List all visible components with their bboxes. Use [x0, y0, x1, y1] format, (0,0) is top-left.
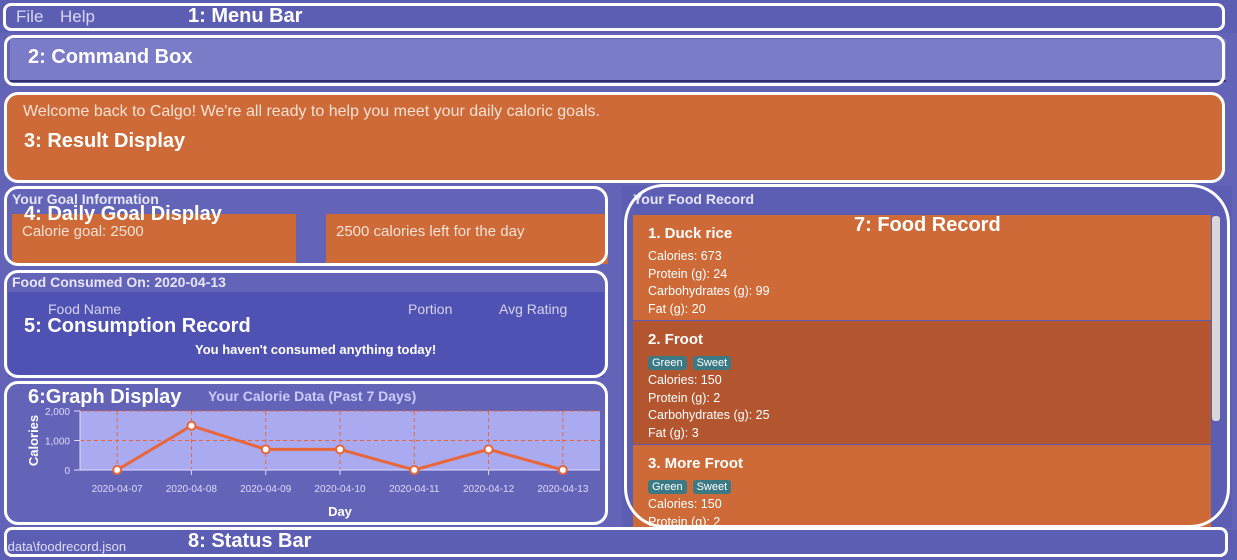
x-tick-label: 2020-04-11 — [389, 484, 440, 495]
annotation-outline-result-display — [4, 92, 1225, 183]
data-point — [409, 465, 420, 475]
data-point — [260, 444, 271, 455]
result-display — [4, 93, 1225, 181]
menu-help[interactable]: Help — [60, 7, 95, 26]
column-avg-rating: Avg Rating — [499, 301, 568, 317]
food-fat: Fat (g): 3 — [648, 425, 699, 440]
x-tick-label: 2020-04-08 — [166, 484, 218, 495]
food-card[interactable]: 1. Duck rice Calories: 673 Protein (g): … — [633, 215, 1211, 320]
menu-file[interactable]: File — [16, 7, 44, 26]
food-calories: Calories: 673 — [648, 249, 722, 263]
calorie-goal-text: Calorie goal: 2500 — [22, 223, 144, 240]
y-tick-label: 1,000 — [45, 437, 70, 448]
column-portion: Portion — [408, 301, 453, 317]
food-calories: Calories: 150 — [648, 373, 722, 387]
food-carbohydrates: Carbohydrates (g): 25 — [648, 408, 770, 422]
graph-title: Your Calorie Data (Past 7 Days) — [208, 388, 417, 404]
annotation-outline-status-bar — [4, 527, 1228, 557]
annotation-outline-food-record — [624, 184, 1230, 528]
food-carbohydrates: Carbohydrates (g): 99 — [648, 284, 770, 298]
y-tick-label: 2,000 — [45, 407, 70, 418]
food-calories: Calories: 150 — [648, 497, 722, 511]
x-tick-label: 2020-04-07 — [92, 484, 144, 495]
food-name: 3. More Froot — [648, 455, 744, 472]
x-tick-label: 2020-04-09 — [240, 484, 292, 495]
annotation-outline-consumption-record — [4, 270, 608, 378]
data-point — [557, 465, 568, 475]
goal-section-title: Your Goal Information — [12, 191, 159, 207]
annotation-label-graph-display: 6:Graph Display — [28, 386, 182, 408]
data-point — [112, 465, 123, 475]
food-tag: Sweet — [692, 480, 732, 494]
annotation-outline-graph-display — [4, 381, 608, 525]
status-file-path: \data\foodrecord.json — [4, 539, 127, 554]
data-point — [483, 444, 494, 455]
annotation-label-status-bar: 8: Status Bar — [188, 530, 312, 552]
consumption-panel — [8, 292, 604, 377]
result-text: Welcome back to Calgo! We're all ready t… — [23, 103, 600, 120]
food-name: 2. Froot — [648, 331, 703, 348]
annotation-outline-menu-bar — [3, 3, 1225, 31]
food-protein: Protein (g): 2 — [648, 514, 721, 528]
column-food-name: Food Name — [48, 301, 122, 317]
command-input[interactable] — [10, 39, 1226, 82]
food-tag: Sweet — [692, 356, 732, 370]
annotation-outline-command-box — [4, 35, 1225, 86]
calories-left-box: 2500 calories left for the day — [326, 214, 608, 264]
food-card[interactable]: 2. Froot Green Sweet Calories: 150 Protei… — [633, 321, 1211, 444]
x-tick-label: 2020-04-10 — [314, 484, 366, 495]
calories-left-text: 2500 calories left for the day — [336, 223, 525, 240]
food-tag: Green — [648, 356, 687, 370]
annotation-label-consumption-record: 5: Consumption Record — [24, 315, 251, 337]
annotation-label-goal-display: 4: Daily Goal Display — [24, 203, 222, 225]
x-axis-title: Day — [328, 504, 353, 519]
food-name: 1. Duck rice — [648, 225, 733, 242]
x-tick-label: 2020-04-12 — [463, 484, 515, 495]
y-axis-title: Calories — [26, 415, 41, 466]
consumption-empty-message: You haven't consumed anything today! — [195, 342, 437, 357]
calorie-line-chart: 0 1,000 2,000 2020-04-07 2020-04-08 2020-04-0… — [26, 407, 600, 519]
food-fat: Fat (g): 20 — [648, 301, 706, 316]
calorie-goal-box: Calorie goal: 2500 — [12, 214, 296, 264]
annotation-outline-goal-display — [4, 186, 608, 266]
food-protein: Protein (g): 24 — [648, 266, 728, 281]
annotation-label-result-display: 3: Result Display — [24, 130, 186, 152]
data-point — [186, 420, 197, 431]
y-tick-label: 0 — [64, 466, 70, 477]
annotation-label-command-box: 2: Command Box — [28, 46, 193, 68]
food-card[interactable]: 3. More Froot Green Sweet Calories: 150 P… — [633, 445, 1211, 527]
food-protein: Protein (g): 2 — [648, 390, 721, 405]
annotation-label-menu-bar: 1: Menu Bar — [188, 5, 303, 27]
data-point — [335, 444, 345, 455]
x-tick-label: 2020-04-13 — [537, 484, 589, 495]
annotation-label-food-record: 7: Food Record — [854, 214, 1001, 236]
consumption-title: Food Consumed On: 2020-04-13 — [12, 274, 226, 290]
food-record-scrollbar[interactable] — [1212, 216, 1220, 421]
